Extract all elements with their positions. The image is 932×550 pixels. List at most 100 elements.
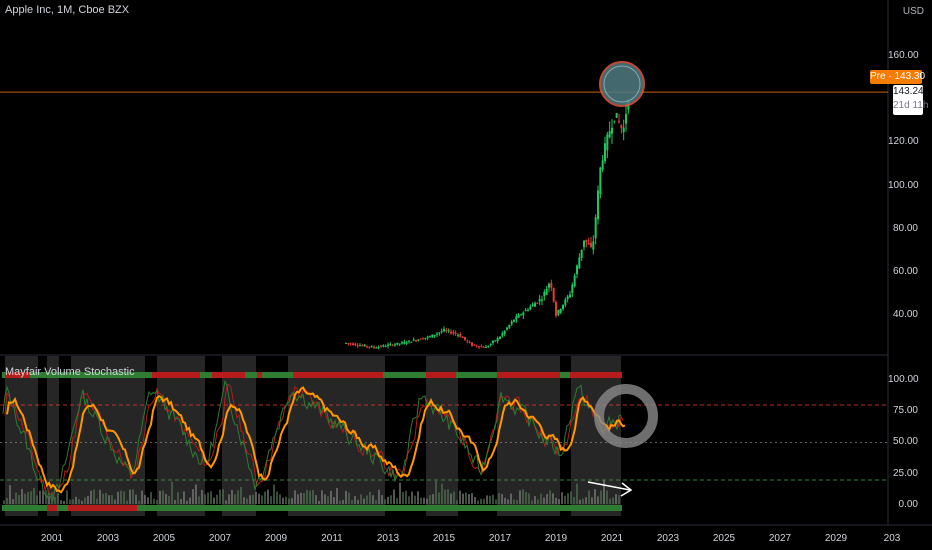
volume-bar bbox=[144, 495, 146, 504]
volume-bar bbox=[288, 498, 290, 504]
candle-body bbox=[412, 339, 415, 341]
candle-body bbox=[380, 345, 382, 347]
volume-bar bbox=[570, 491, 572, 504]
candle-body bbox=[564, 299, 567, 305]
volume-bar bbox=[531, 500, 533, 504]
volume-bar bbox=[111, 495, 113, 504]
volume-bar bbox=[207, 492, 209, 504]
volume-bar bbox=[534, 496, 536, 504]
indicator-tick-label: 50.00 bbox=[892, 436, 918, 447]
volume-bar bbox=[459, 490, 461, 504]
volume-bar bbox=[513, 499, 515, 504]
volume-bar bbox=[180, 498, 182, 504]
candle-body bbox=[611, 127, 613, 134]
candle-body bbox=[471, 342, 473, 346]
candle-body bbox=[534, 303, 536, 307]
candle-body bbox=[438, 332, 441, 334]
candle-body bbox=[445, 330, 448, 332]
price-tick-label: 40.00 bbox=[892, 309, 918, 320]
candle-body bbox=[587, 242, 590, 245]
volume-bar bbox=[150, 492, 152, 504]
volume-bar bbox=[318, 500, 320, 504]
candle-body bbox=[401, 342, 403, 344]
volume-bar bbox=[519, 490, 521, 504]
candle-body bbox=[592, 241, 595, 250]
candle-body bbox=[349, 343, 352, 345]
time-tick-label: 2027 bbox=[768, 533, 792, 544]
candle-body bbox=[373, 346, 375, 348]
candle-body bbox=[615, 113, 618, 118]
volume-bar bbox=[12, 499, 14, 504]
volume-bar bbox=[42, 490, 44, 504]
candle-body bbox=[398, 343, 401, 345]
volume-bar bbox=[306, 490, 308, 504]
volume-bar bbox=[456, 500, 458, 504]
volume-bar bbox=[141, 490, 143, 504]
volume-bar bbox=[429, 494, 431, 504]
volume-bar bbox=[477, 500, 479, 504]
top-band-red bbox=[426, 372, 456, 378]
candle-body bbox=[450, 331, 452, 334]
volume-bar bbox=[441, 483, 443, 504]
volume-bar bbox=[9, 485, 11, 504]
candle-body bbox=[459, 334, 462, 338]
volume-bar bbox=[252, 494, 254, 504]
time-tick-label: 2015 bbox=[432, 533, 456, 544]
candle-body bbox=[354, 343, 357, 346]
volume-bar bbox=[297, 494, 299, 504]
currency-label[interactable]: USD bbox=[902, 6, 924, 17]
volume-bar bbox=[237, 490, 239, 504]
regime-block bbox=[71, 356, 145, 516]
time-tick-label: 2011 bbox=[321, 533, 343, 544]
candle-body bbox=[461, 336, 464, 338]
candle-body bbox=[382, 345, 385, 347]
volume-bar bbox=[495, 499, 497, 504]
annotations bbox=[587, 61, 658, 497]
candle-body bbox=[510, 321, 513, 325]
volume-bar bbox=[588, 490, 590, 504]
volume-bar bbox=[507, 499, 509, 504]
volume-bar bbox=[321, 490, 323, 504]
candle-body bbox=[391, 344, 394, 346]
candle-body bbox=[601, 160, 604, 170]
volume-bar bbox=[450, 493, 452, 504]
volume-bar bbox=[168, 495, 170, 504]
volume-bar bbox=[267, 489, 269, 504]
volume-bar bbox=[387, 496, 389, 504]
volume-bar bbox=[27, 492, 29, 504]
volume-bar bbox=[171, 481, 173, 504]
volume-bar bbox=[504, 497, 506, 504]
volume-bar bbox=[90, 490, 92, 504]
volume-bar bbox=[108, 495, 110, 504]
volume-bar bbox=[51, 492, 53, 504]
indicator-title[interactable]: Mayfair Volume Stochastic bbox=[5, 366, 135, 378]
candle-body bbox=[480, 346, 483, 348]
volume-bar bbox=[492, 494, 494, 504]
candle-body bbox=[492, 341, 494, 343]
volume-bar bbox=[282, 497, 284, 504]
volume-bar bbox=[435, 480, 437, 504]
time-tick-label: 2019 bbox=[544, 533, 568, 544]
volume-bar bbox=[480, 498, 482, 504]
volume-bar bbox=[327, 496, 329, 504]
volume-bar bbox=[345, 490, 347, 504]
volume-bar bbox=[162, 490, 164, 504]
volume-bar bbox=[309, 490, 311, 504]
candle-body bbox=[384, 346, 387, 348]
volume-bar bbox=[333, 497, 335, 504]
candle-body bbox=[622, 127, 625, 133]
candle-body bbox=[468, 342, 471, 344]
volume-bar bbox=[153, 498, 155, 504]
price-tick-label: 160.00 bbox=[888, 50, 919, 61]
volume-bar bbox=[132, 489, 134, 504]
top-band-red bbox=[497, 372, 560, 378]
symbol-title[interactable]: Apple Inc, 1M, Cboe BZX bbox=[5, 4, 130, 16]
highlight-circle-price bbox=[599, 61, 645, 107]
volume-bar bbox=[528, 493, 530, 504]
volume-bar bbox=[357, 499, 359, 504]
candle-body bbox=[387, 344, 389, 347]
candle-body bbox=[555, 301, 557, 316]
regime-block bbox=[157, 356, 205, 516]
candle-body bbox=[466, 340, 469, 342]
